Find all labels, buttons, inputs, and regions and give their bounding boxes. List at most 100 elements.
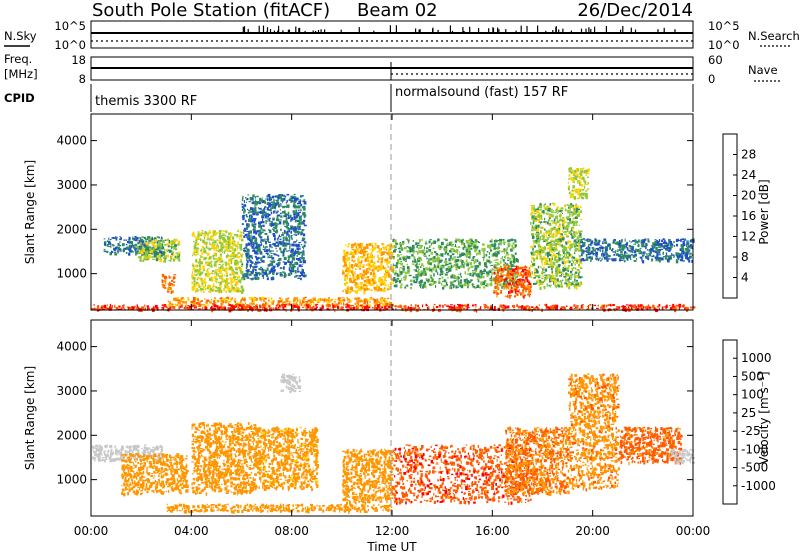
echo-cell	[540, 273, 544, 275]
echo-cell	[531, 216, 534, 220]
echo-cell	[103, 250, 107, 252]
echo-cell	[562, 279, 564, 281]
echo-cell	[170, 290, 173, 294]
echo-cell	[626, 252, 628, 254]
echo-cell	[245, 197, 247, 199]
echo-cell	[383, 297, 386, 300]
echo-cell	[432, 278, 435, 282]
echo-cell	[573, 231, 575, 234]
echo-cell	[462, 238, 464, 241]
echo-cell	[207, 285, 209, 287]
echo-cell	[429, 262, 432, 266]
echo-cell	[572, 218, 574, 221]
echo-cell	[525, 274, 529, 276]
echo-cell	[493, 240, 495, 243]
echo-cell	[570, 230, 573, 232]
echo-cell	[512, 275, 515, 278]
echo-cell	[120, 248, 122, 252]
echo-cell	[539, 257, 541, 260]
echo-cell	[547, 254, 549, 258]
echo-cell	[483, 268, 486, 270]
echo-cell	[425, 255, 427, 258]
echo-cell	[536, 235, 538, 238]
echo-cell	[205, 241, 208, 245]
echo-cell	[542, 234, 545, 238]
echo-cell	[504, 281, 507, 283]
echo-cell	[551, 272, 554, 275]
echo-cell	[169, 255, 172, 258]
echo-cell	[534, 269, 536, 272]
echo-cell	[562, 217, 565, 221]
echo-cell	[491, 253, 494, 257]
echo-cell	[214, 289, 216, 291]
echo-cell	[250, 219, 254, 223]
echo-cell	[554, 246, 558, 249]
echo-cell	[416, 274, 419, 276]
echo-cell	[380, 267, 383, 270]
echo-cell	[353, 278, 357, 281]
echo-cell	[567, 216, 570, 219]
echo-cell	[445, 245, 448, 248]
echo-cell	[568, 260, 571, 264]
echo-cell	[455, 243, 457, 247]
echo-cell	[270, 252, 273, 254]
echo-cell	[450, 275, 454, 279]
echo-cell	[509, 289, 511, 292]
echo-cell	[247, 237, 250, 241]
echo-cell	[371, 245, 374, 249]
echo-cell	[219, 235, 222, 240]
echo-cell	[416, 258, 419, 260]
echo-cell	[522, 294, 525, 297]
echo-cell	[489, 249, 492, 251]
echo-cell	[248, 256, 251, 260]
echo-cell	[544, 239, 547, 242]
echo-cell	[273, 200, 275, 203]
echo-cell	[475, 259, 477, 262]
echo-cell	[453, 258, 456, 260]
echo-cell	[235, 271, 238, 274]
echo-cell	[529, 285, 532, 289]
echo-cell	[287, 273, 291, 277]
echo-cell	[302, 253, 305, 256]
echo-cell	[471, 271, 473, 274]
echo-cell	[316, 300, 318, 303]
echo-cell	[351, 252, 354, 256]
echo-cell	[474, 240, 476, 243]
echo-cell	[301, 239, 305, 242]
echo-cell	[179, 300, 182, 302]
echo-cell	[448, 249, 452, 253]
echo-cell	[449, 255, 452, 259]
echo-cell	[493, 243, 497, 247]
echo-cell	[580, 267, 583, 270]
echo-cell	[419, 283, 422, 287]
echo-cell	[468, 256, 471, 259]
echo-cell	[164, 281, 167, 285]
echo-cell	[254, 276, 258, 280]
echo-cell	[472, 274, 475, 277]
echo-cell	[223, 298, 226, 301]
echo-cell	[233, 276, 236, 278]
echo-cell	[357, 289, 359, 292]
echo-cell	[303, 216, 306, 219]
echo-cell	[578, 263, 580, 267]
echo-cell	[540, 250, 542, 254]
echo-cell	[205, 270, 209, 273]
echo-cell	[542, 236, 545, 240]
echo-cell	[511, 256, 514, 259]
echo-cell	[403, 279, 407, 281]
echo-cell	[441, 259, 443, 262]
echo-cell	[568, 231, 572, 235]
echo-cell	[380, 302, 383, 304]
echo-cell	[247, 242, 250, 246]
echo-cell	[470, 265, 474, 268]
echo-cell	[245, 265, 248, 268]
echo-cell	[206, 273, 210, 278]
echo-cell	[234, 275, 236, 277]
echo-cell	[348, 258, 350, 261]
echo-cell	[300, 203, 303, 207]
echo-cell	[418, 261, 421, 263]
echo-cell	[200, 238, 202, 242]
echo-cell	[282, 244, 285, 247]
echo-cell	[389, 266, 392, 271]
echo-cell	[273, 210, 275, 214]
